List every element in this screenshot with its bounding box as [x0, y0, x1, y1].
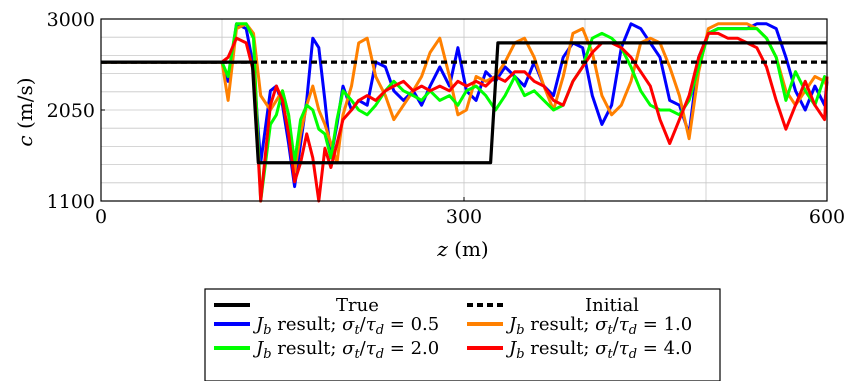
series-line-result-2	[101, 22, 829, 174]
legend-label-result-4: Jb result; σt/τd = 4.0	[505, 338, 692, 362]
x-axis-variable: z	[436, 237, 448, 261]
legend-label-true: True	[336, 295, 379, 316]
legend-label-result-1: Jb result; σt/τd = 0.5	[252, 314, 439, 338]
legend-label-result-3: Jb result; σt/τd = 2.0	[252, 338, 439, 362]
legend-box	[204, 288, 721, 381]
legend-label-initial: Initial	[585, 295, 639, 316]
legend-label-result-2: Jb result; σt/τd = 1.0	[505, 314, 692, 338]
legend-result-entries: Jb result; σt/τd = 0.5 Jb result; σt/τd =…	[214, 314, 692, 362]
x-axis-label: z (m)	[436, 237, 488, 261]
y-tick-label: 3000	[47, 9, 95, 31]
plot-area	[101, 22, 829, 203]
legend: True Initial Jb result; σt/τd = 0.5 Jb re…	[204, 288, 721, 381]
x-tick-label: 0	[95, 206, 107, 228]
series-line-result-3	[101, 22, 829, 203]
y-axis-label: c (m/s)	[13, 77, 37, 146]
y-axis-unit: (m/s)	[13, 77, 37, 135]
x-tick-label: 600	[809, 206, 845, 228]
y-tick-label: 1100	[47, 191, 95, 213]
x-tick-label: 300	[446, 206, 482, 228]
x-axis-unit: (m)	[448, 237, 489, 261]
series-line-true	[101, 41, 827, 165]
y-tick-label: 2050	[47, 100, 95, 122]
series-line-result-4	[101, 31, 829, 203]
axis-ticks: 0 300 600 1100 2050 3000	[47, 9, 845, 228]
y-axis-variable: c	[13, 135, 37, 146]
